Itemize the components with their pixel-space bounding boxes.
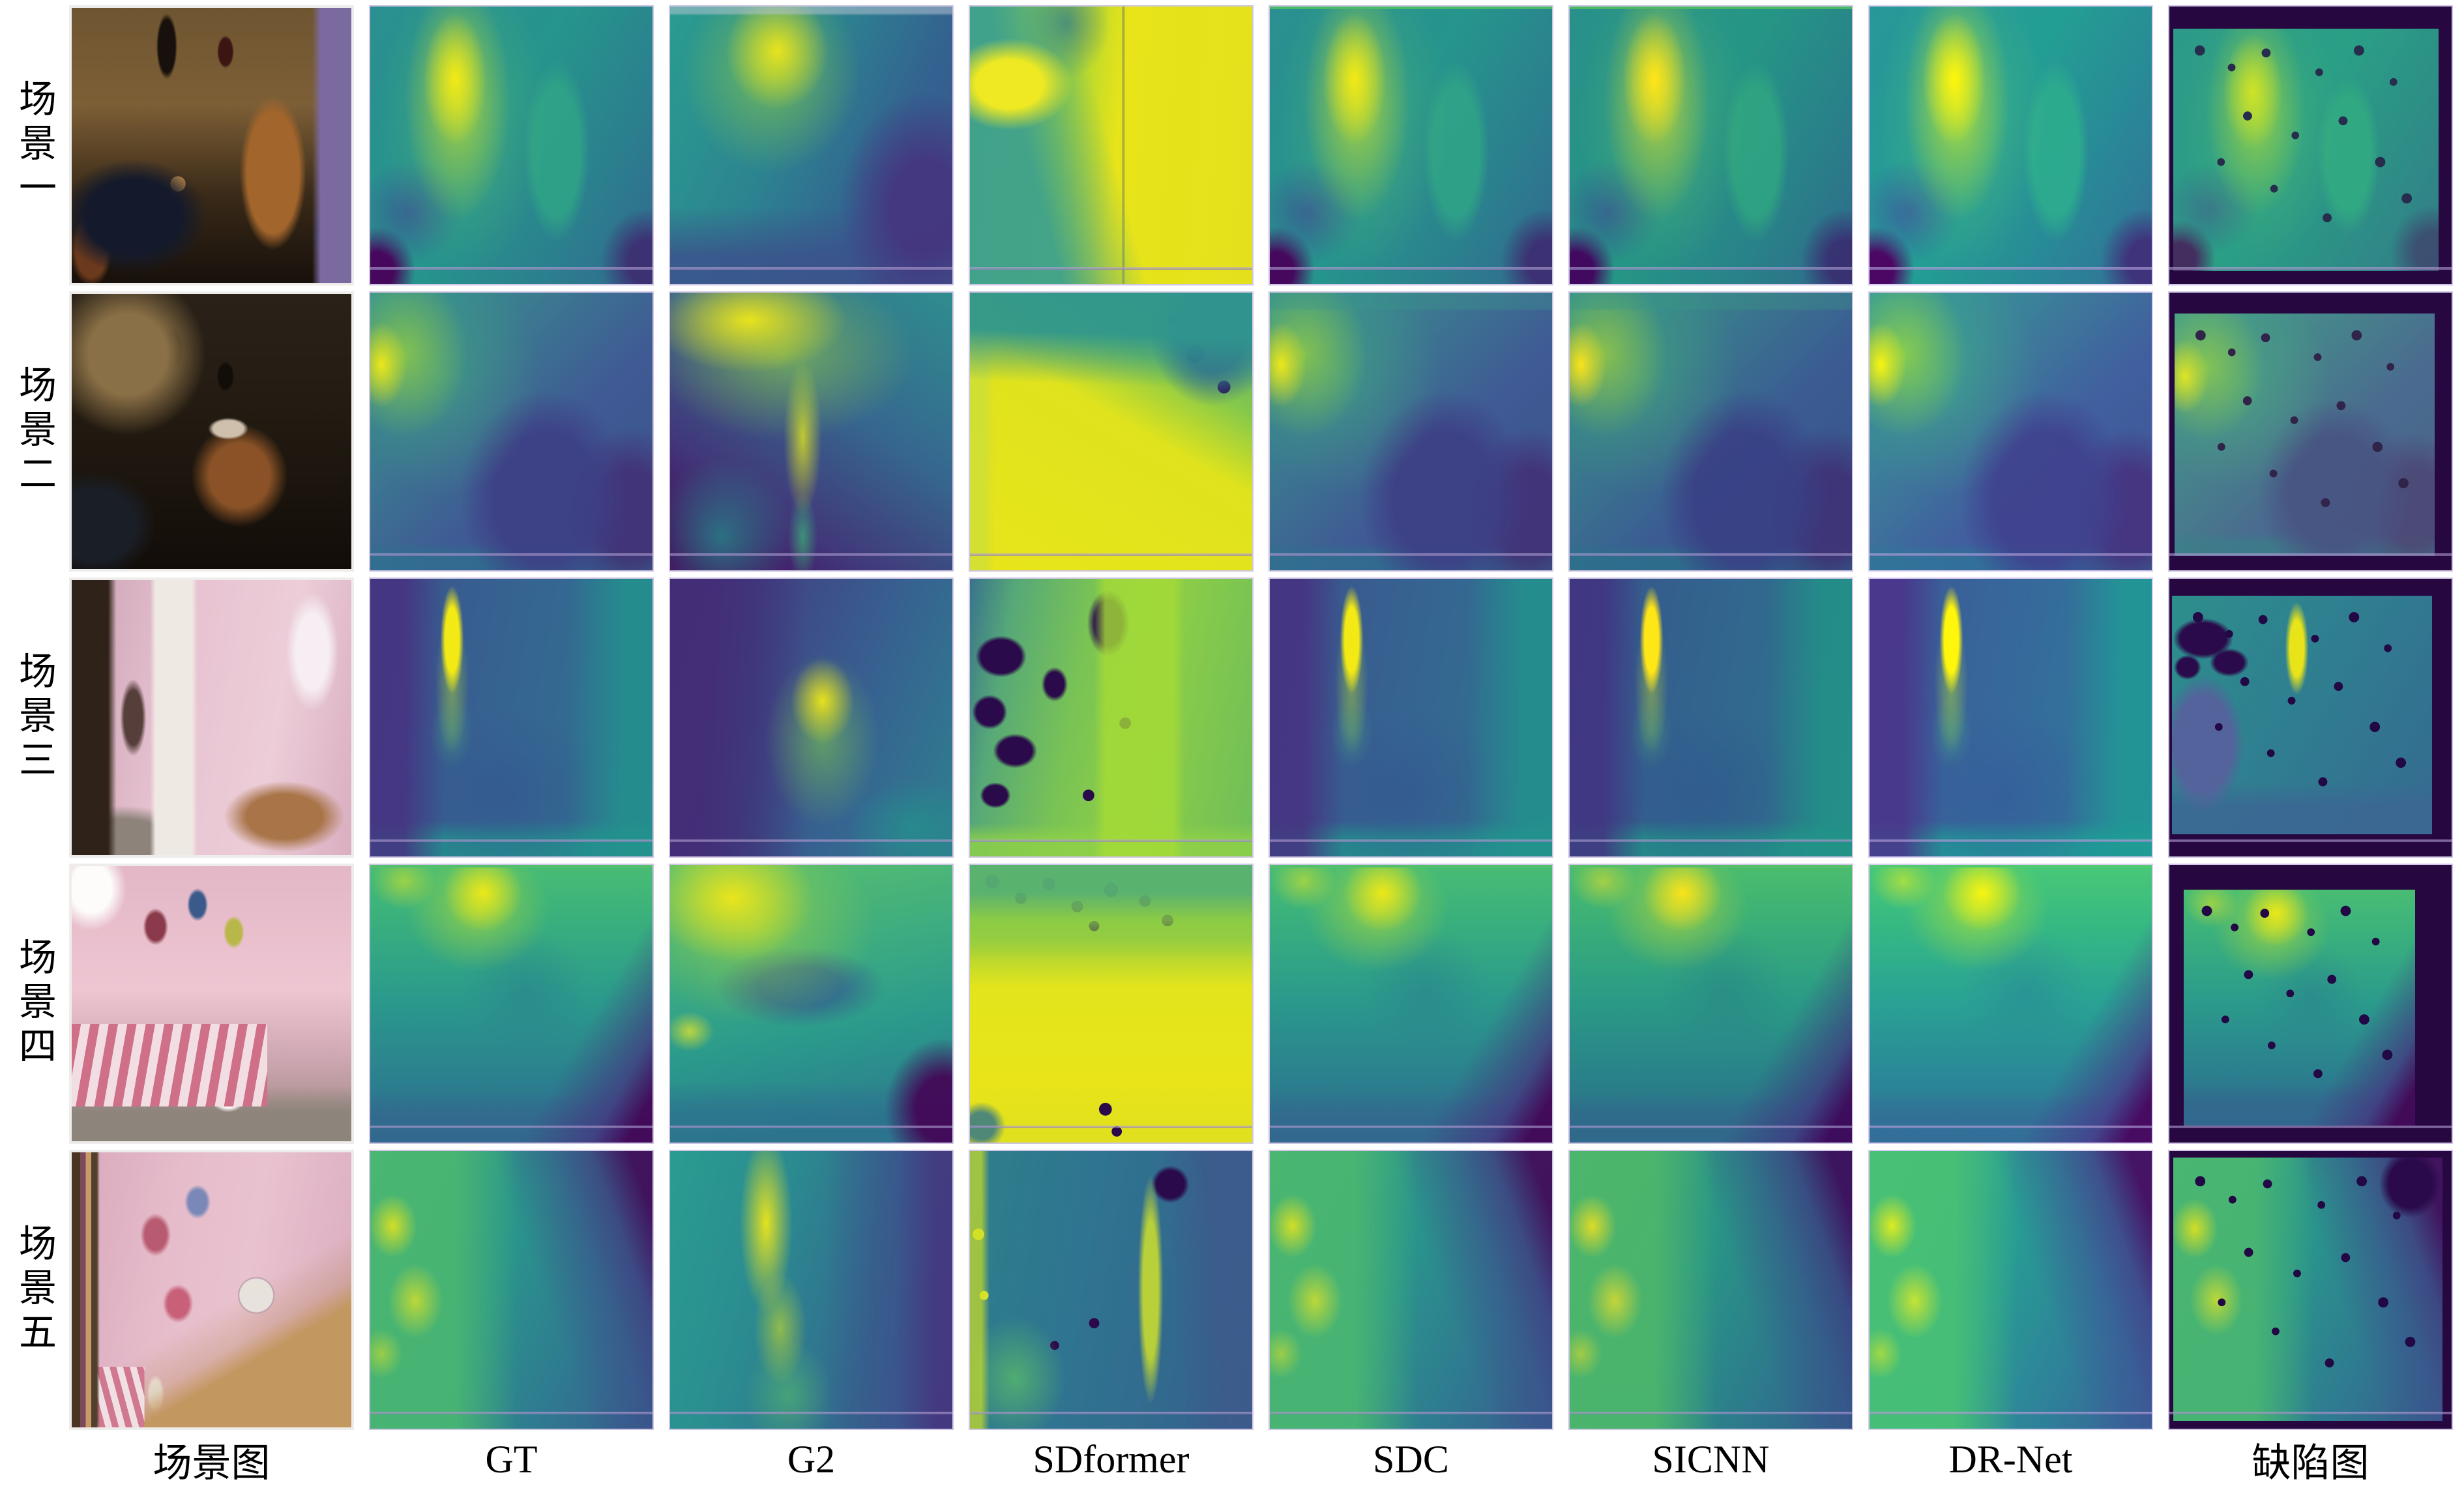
cell-scene5-photo bbox=[69, 1150, 354, 1430]
cell-scene2-g2-depth-map bbox=[669, 291, 954, 572]
cell-scene5-sdformer-depth-map bbox=[969, 1150, 1254, 1430]
cell-scene3-sicnn-depth-map bbox=[1568, 577, 1853, 858]
cell-scene1-g2-depth-map bbox=[669, 5, 954, 285]
row-label-scene-2: 场景二 bbox=[13, 365, 55, 498]
defect-map-inner bbox=[2173, 1158, 2442, 1421]
cell-scene1-sdc-depth-map bbox=[1269, 5, 1553, 285]
column-label-scene-photo: 场景图 bbox=[153, 1442, 271, 1485]
cell-scene1-sdformer-depth-map bbox=[969, 5, 1254, 285]
cell-scene5-sicnn-depth-map bbox=[1568, 1150, 1853, 1430]
cell-scene5-g2-depth-map bbox=[669, 1150, 954, 1430]
cell-scene4-drnet-depth-map bbox=[1868, 864, 2153, 1144]
cell-scene4-defect-map bbox=[2168, 864, 2453, 1144]
cell-scene4-gt-depth-map bbox=[369, 864, 654, 1144]
cell-scene3-sdformer-depth-map bbox=[969, 577, 1254, 858]
cell-scene5-sdc-depth-map bbox=[1269, 1150, 1553, 1430]
defect-map-inner bbox=[2172, 596, 2432, 834]
column-label-drnet: DR-Net bbox=[1948, 1438, 2073, 1481]
cell-scene5-gt-depth-map bbox=[369, 1150, 654, 1430]
cell-scene1-defect-map bbox=[2168, 5, 2453, 285]
cell-scene1-photo bbox=[69, 5, 354, 285]
cell-scene3-drnet-depth-map bbox=[1868, 577, 2153, 858]
column-label-gt: GT bbox=[485, 1438, 538, 1481]
column-label-sdformer: SDformer bbox=[1033, 1438, 1190, 1481]
cell-scene3-gt-depth-map bbox=[369, 577, 654, 858]
column-labels: 场景图 GT G2 SDformer SDC SICNN DR-Net 缺陷图 bbox=[69, 1431, 2453, 1486]
cell-scene1-sicnn-depth-map bbox=[1568, 5, 1853, 285]
cell-scene5-defect-map bbox=[2168, 1150, 2453, 1430]
cell-scene3-sdc-depth-map bbox=[1269, 577, 1553, 858]
cell-scene4-sdformer-depth-map bbox=[969, 864, 1254, 1144]
cell-scene5-drnet-depth-map bbox=[1868, 1150, 2153, 1430]
cell-scene2-gt-depth-map bbox=[369, 291, 654, 572]
cell-scene4-photo bbox=[69, 864, 354, 1144]
column-label-defect-map: 缺陷图 bbox=[2251, 1442, 2369, 1485]
cell-scene1-gt-depth-map bbox=[369, 5, 654, 285]
cell-scene2-defect-map bbox=[2168, 291, 2453, 572]
defect-map-inner bbox=[2175, 314, 2435, 556]
defect-map-inner bbox=[2173, 29, 2439, 271]
cell-scene3-defect-map bbox=[2168, 577, 2453, 858]
cell-scene4-sicnn-depth-map bbox=[1568, 864, 1853, 1144]
row-label-scene-4: 场景四 bbox=[13, 937, 55, 1070]
cell-scene1-drnet-depth-map bbox=[1868, 5, 2153, 285]
cell-scene2-sicnn-depth-map bbox=[1568, 291, 1853, 572]
cell-scene3-g2-depth-map bbox=[669, 577, 954, 858]
cell-scene2-sdformer-depth-map bbox=[969, 291, 1254, 572]
cell-scene2-photo bbox=[69, 291, 354, 572]
cell-scene3-photo bbox=[69, 577, 354, 858]
cell-scene4-sdc-depth-map bbox=[1269, 864, 1553, 1144]
cell-scene2-sdc-depth-map bbox=[1269, 291, 1553, 572]
row-label-scene-3: 场景三 bbox=[13, 651, 55, 784]
row-label-scene-1: 场景一 bbox=[13, 79, 55, 212]
column-label-sdc: SDC bbox=[1373, 1438, 1449, 1481]
row-label-scene-5: 场景五 bbox=[13, 1223, 55, 1356]
column-label-g2: G2 bbox=[787, 1438, 836, 1481]
cell-scene2-drnet-depth-map bbox=[1868, 291, 2153, 572]
comparison-grid bbox=[69, 5, 2453, 1430]
defect-map-inner bbox=[2184, 890, 2415, 1126]
cell-scene4-g2-depth-map bbox=[669, 864, 954, 1144]
column-label-sicnn: SICNN bbox=[1652, 1438, 1770, 1481]
